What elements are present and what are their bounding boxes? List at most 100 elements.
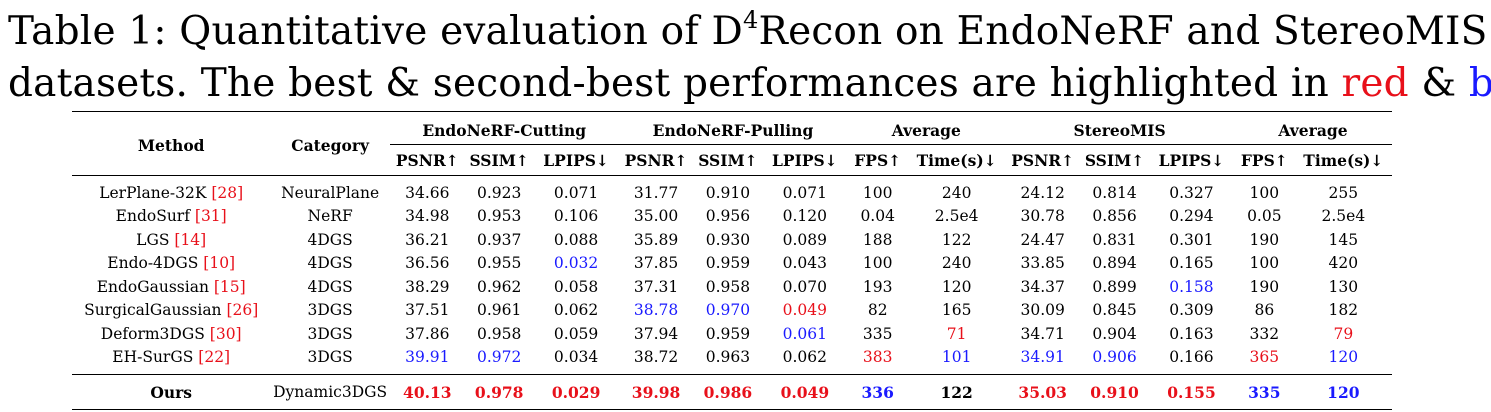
value-cell: 100 — [1233, 175, 1295, 205]
value-cell: 193 — [862, 277, 893, 296]
value-cell: 0.894 — [1092, 254, 1137, 273]
value-cell: 0.158 — [1169, 277, 1214, 296]
table-row: Deform3DGS [30] 3DGS 37.86 0.958 0.059 37.94 0… — [72, 322, 1392, 346]
value-cell: 0.062 — [553, 301, 599, 320]
header-metric: FPS↑ — [854, 150, 902, 170]
value-cell: 0.962 — [476, 277, 522, 296]
header-group: Average — [847, 111, 1006, 145]
value-cell: 34.98 — [405, 207, 450, 226]
method-name: Endo-4DGS — [107, 254, 204, 273]
value-cell: 190 — [1249, 230, 1280, 249]
value-cell: 39.91 — [405, 348, 450, 367]
method-name: Deform3DGS — [100, 324, 210, 343]
value-cell: 35.89 — [633, 230, 679, 249]
caption-text: & — [1408, 61, 1469, 106]
value-cell: 145 — [1328, 230, 1359, 249]
header-metric: PSNR↑ — [395, 150, 459, 170]
header-metric: LPIPS↓ — [1158, 150, 1225, 170]
value-cell: 39.98 — [618, 374, 694, 410]
category-cell: 3DGS — [307, 324, 353, 343]
value-cell: 0.845 — [1092, 301, 1137, 320]
value-cell: 0.970 — [705, 301, 751, 320]
value-cell: 0.05 — [1247, 207, 1282, 226]
value-cell: 35.00 — [633, 207, 679, 226]
method-cell: EndoGaussian [15] — [72, 275, 270, 299]
header-metric: PSNR↑ — [624, 150, 688, 170]
value-cell: 0.986 — [693, 374, 763, 410]
header-row-groups: Method Category EndoNeRF-Cutting EndoNeR… — [72, 111, 1392, 176]
method-cell: SurgicalGaussian [26] — [72, 299, 270, 323]
value-cell: 0.043 — [782, 254, 828, 273]
value-cell: 0.910 — [693, 175, 763, 205]
category-cell: 4DGS — [307, 254, 353, 273]
value-cell: 35.03 — [1005, 374, 1081, 410]
value-cell: 101 — [941, 348, 972, 367]
value-cell: 79 — [1333, 324, 1354, 343]
value-cell: 34.71 — [1020, 324, 1065, 343]
value-cell: 332 — [1249, 324, 1280, 343]
caption-superscript: 4 — [743, 6, 759, 34]
header-method: Method — [72, 111, 271, 176]
citation-ref: [10] — [203, 254, 236, 273]
category-cell: Dynamic3DGS — [270, 374, 390, 410]
table-row: EndoSurf [31] NeRF 34.98 0.953 0.106 35.00 0.9… — [72, 205, 1392, 229]
value-cell: 0.930 — [705, 230, 751, 249]
value-cell: 37.94 — [633, 324, 679, 343]
category-cell: 4DGS — [307, 230, 353, 249]
category-cell: NeRF — [307, 207, 353, 226]
method-name: LerPlane-32K — [99, 183, 212, 202]
value-cell: 122 — [908, 374, 1006, 410]
caption-text: datasets. The best & second-best perform… — [8, 61, 1342, 106]
value-cell: 34.91 — [1020, 348, 1065, 367]
value-cell: 0.049 — [762, 374, 848, 410]
value-cell: 0.937 — [476, 230, 522, 249]
value-cell: 120 — [1328, 348, 1359, 367]
value-cell: 0.959 — [705, 324, 751, 343]
caption-red-word: red — [1341, 61, 1409, 106]
value-cell: 0.071 — [762, 175, 848, 205]
value-cell: 335 — [1233, 374, 1295, 410]
value-cell: 0.059 — [553, 324, 599, 343]
citation-ref: [15] — [213, 277, 246, 296]
table-row: LGS [14] 4DGS 36.21 0.937 0.088 35.89 0.930 0.0… — [72, 228, 1392, 252]
header-category: Category — [270, 111, 390, 176]
value-cell: 120 — [941, 277, 972, 296]
header-metric: SSIM↑ — [698, 150, 758, 170]
value-cell: 30.78 — [1020, 207, 1065, 226]
method-cell: Endo-4DGS [10] — [72, 252, 270, 276]
citation-ref: [14] — [174, 230, 207, 249]
caption-line-1: Table 1: Quantitative evaluation of D4Re… — [8, 6, 1487, 58]
value-cell: 0.906 — [1092, 348, 1137, 367]
value-cell: 82 — [867, 301, 888, 320]
results-table: Method Category EndoNeRF-Cutting EndoNeR… — [72, 111, 1392, 410]
value-cell: 240 — [908, 175, 1006, 205]
table-body: LerPlane-32K [28] NeuralPlane 34.66 0.923 0.… — [72, 175, 1392, 410]
value-cell: 36.56 — [405, 254, 450, 273]
value-cell: 0.327 — [1148, 175, 1234, 205]
value-cell: 0.899 — [1092, 277, 1137, 296]
value-cell: 0.029 — [533, 374, 619, 410]
value-cell: 0.106 — [553, 207, 599, 226]
value-cell: 100 — [862, 254, 893, 273]
value-cell: 40.13 — [389, 374, 465, 410]
caption-text: Recon on EndoNeRF and StereoMIS — [758, 9, 1488, 54]
value-cell: 38.72 — [633, 348, 679, 367]
value-cell: 0.155 — [1148, 374, 1234, 410]
value-cell: 0.856 — [1092, 207, 1137, 226]
table-row: LerPlane-32K [28] NeuralPlane 34.66 0.923 0.… — [72, 175, 1392, 205]
value-cell: 0.958 — [705, 277, 751, 296]
value-cell: 0.958 — [476, 324, 522, 343]
value-cell: 37.51 — [405, 301, 450, 320]
value-cell: 0.062 — [782, 348, 828, 367]
header-group: StereoMIS — [1005, 111, 1234, 145]
value-cell: 165 — [941, 301, 972, 320]
value-cell: 100 — [1249, 254, 1280, 273]
value-cell: 36.21 — [405, 230, 450, 249]
table-row: EndoGaussian [15] 4DGS 38.29 0.962 0.058 37.3… — [72, 275, 1392, 299]
value-cell: 30.09 — [1020, 301, 1065, 320]
citation-ref: [31] — [194, 207, 227, 226]
value-cell: 240 — [941, 254, 972, 273]
value-cell: 0.089 — [782, 230, 828, 249]
value-cell: 37.86 — [405, 324, 450, 343]
value-cell: 383 — [862, 348, 893, 367]
